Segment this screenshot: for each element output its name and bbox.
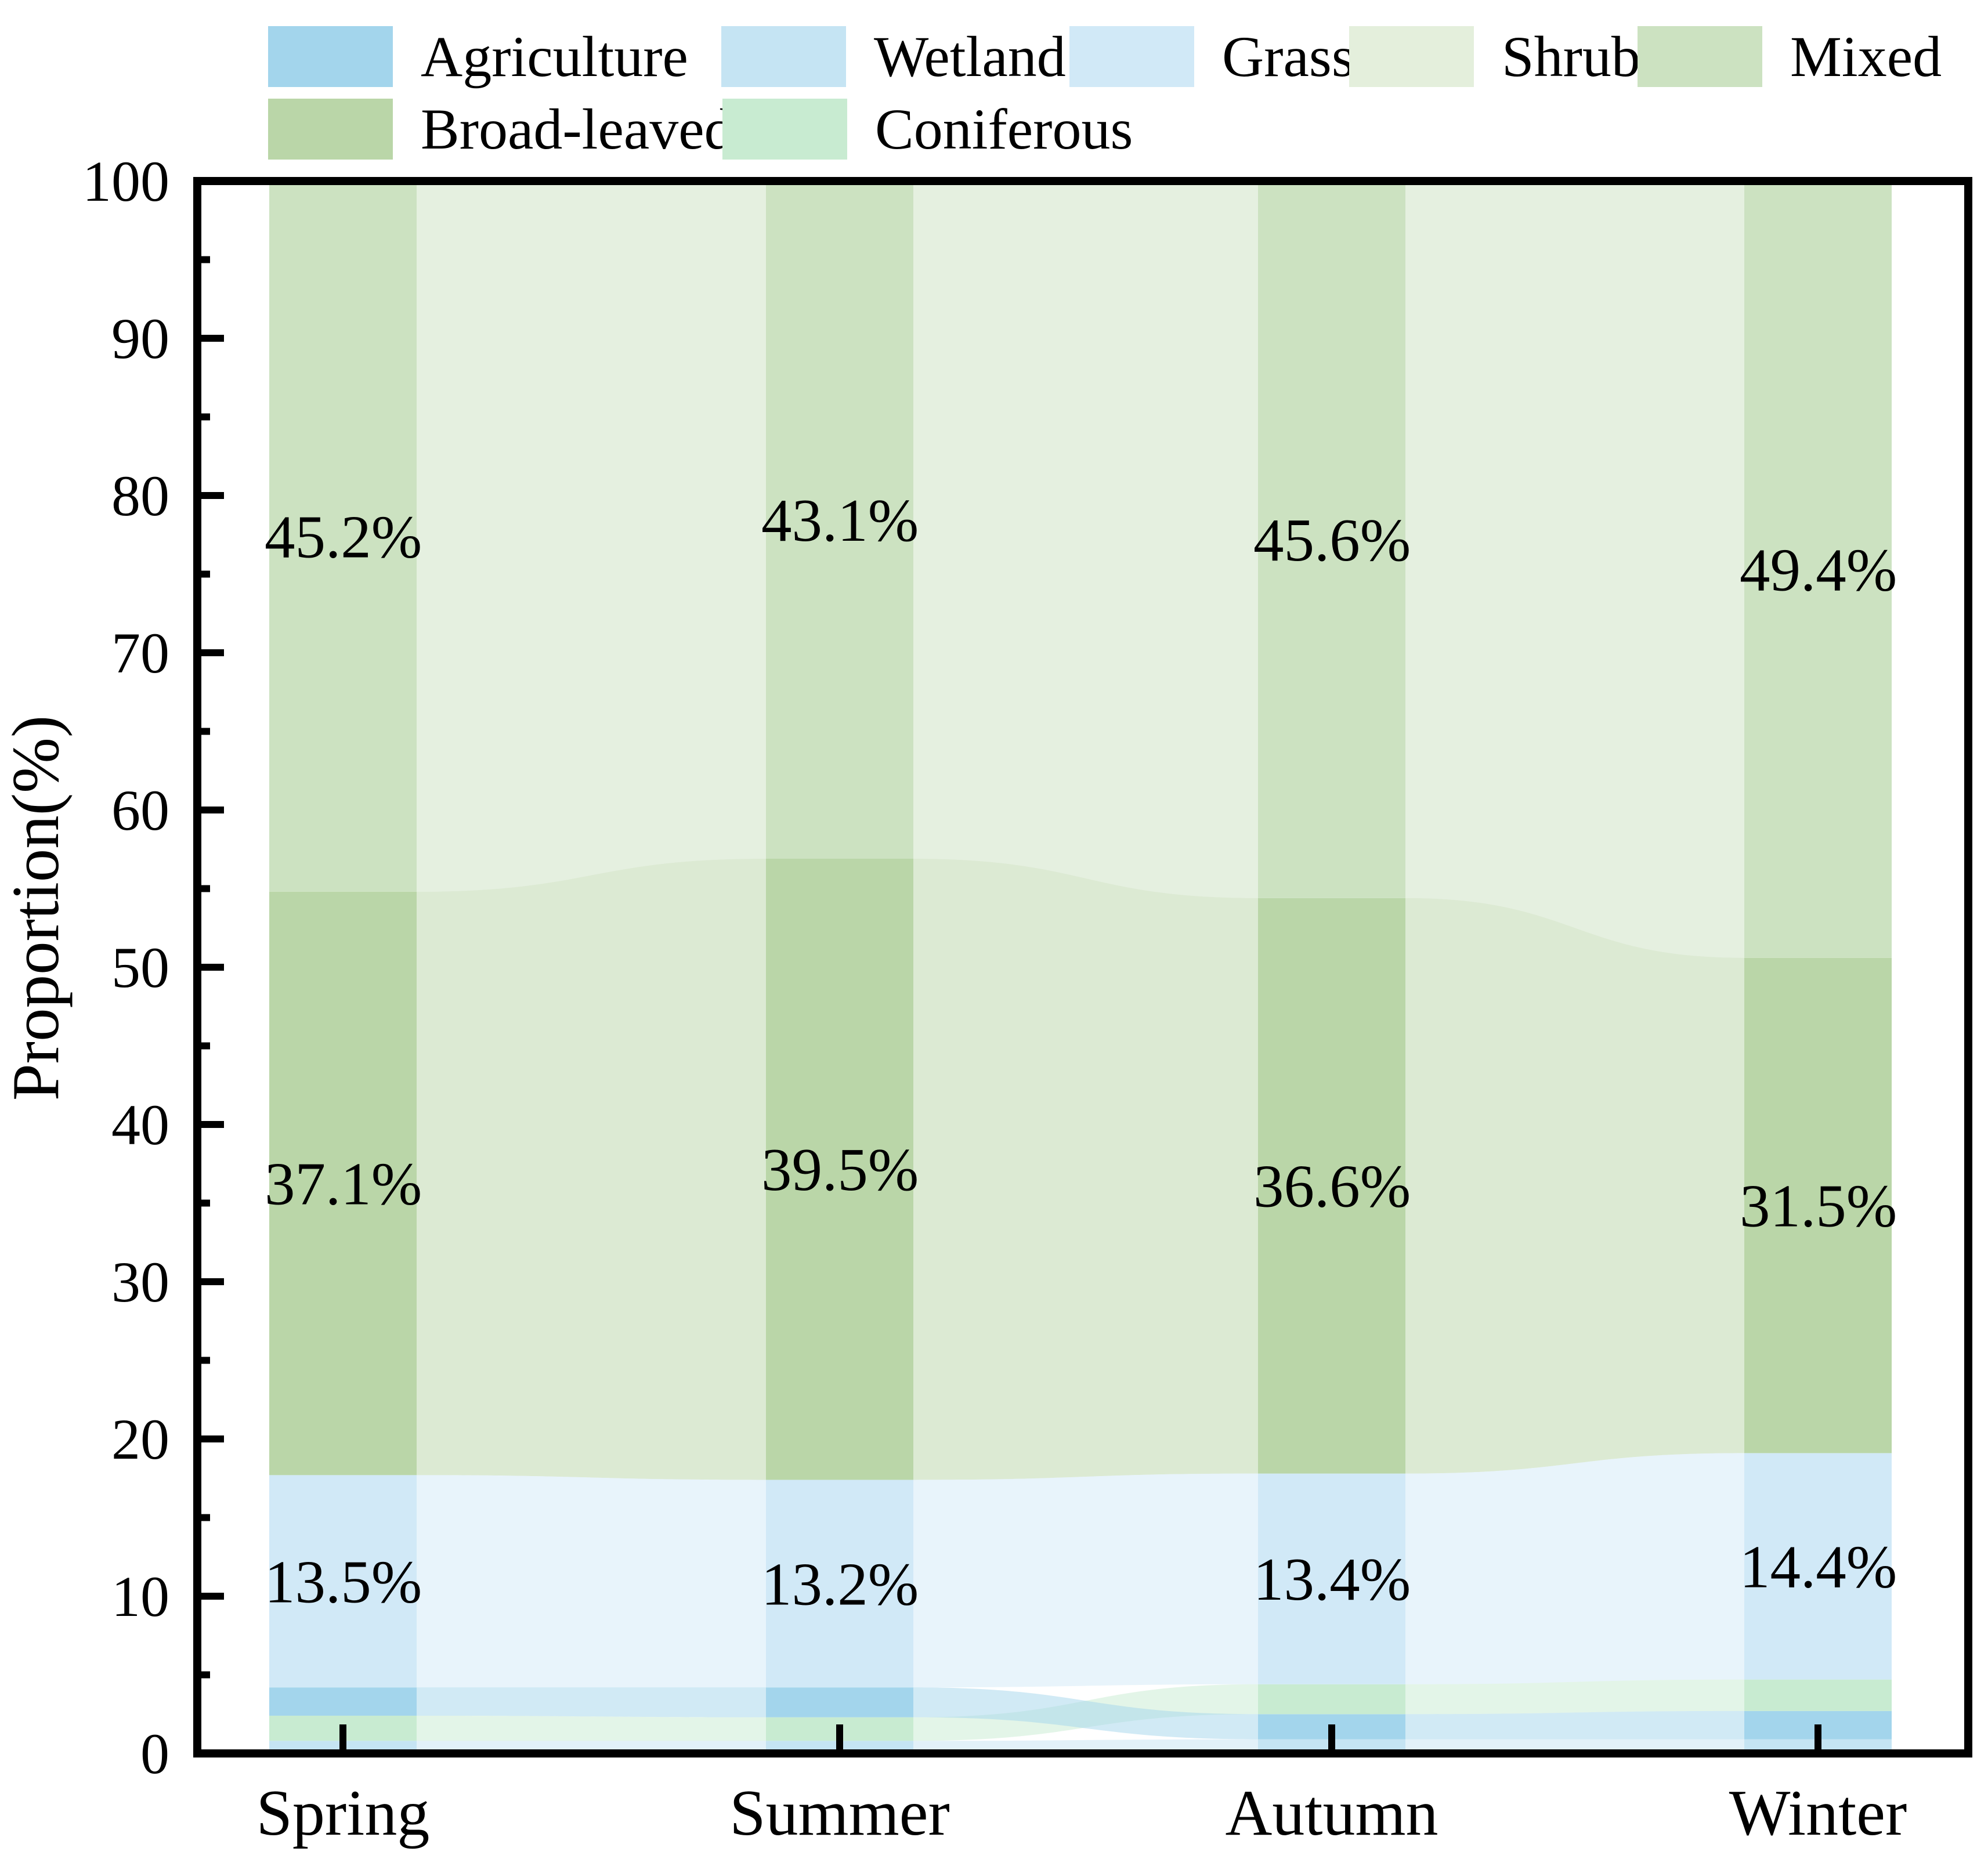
segment-value-label: 45.6% [1253, 506, 1411, 574]
segment-value-label: 39.5% [761, 1135, 919, 1203]
legend-label-shrub: Shrub [1502, 24, 1640, 89]
bar-segment-mixed [1744, 181, 1892, 958]
y-tick-label: 40 [111, 1093, 169, 1157]
y-tick-label: 70 [111, 621, 169, 685]
broad-leaved-swatch-icon [268, 99, 393, 160]
legend-item-mixed: Mixed [1638, 26, 1942, 87]
bar-segment-agriculture [766, 1687, 913, 1717]
legend-label-agriculture: Agriculture [421, 24, 688, 89]
flow-band-coniferous [1405, 1679, 1744, 1715]
x-tick-label: Spring [256, 1777, 430, 1849]
legend-label-mixed: Mixed [1790, 24, 1942, 89]
y-axis-title: Proportion(%) [0, 715, 73, 1101]
flow-band-grass [1405, 1453, 1744, 1684]
flow-band-mixed [417, 181, 766, 892]
bar-segment-broad-leaved [1744, 957, 1892, 1453]
bar-segment-mixed [269, 181, 417, 892]
x-tick-label: Autumn [1225, 1777, 1438, 1849]
flow-band-agriculture [1405, 1710, 1744, 1740]
mixed-swatch-icon [1638, 26, 1762, 87]
bar-segment-coniferous [1258, 1684, 1405, 1715]
legend-label-coniferous: Coniferous [875, 97, 1133, 161]
x-tick-label: Summer [729, 1777, 950, 1849]
segment-value-label: 31.5% [1740, 1172, 1897, 1240]
segment-value-label: 14.4% [1740, 1533, 1897, 1601]
legend-item-grass: Grass [1069, 26, 1354, 87]
segment-value-label: 13.2% [761, 1550, 919, 1618]
segment-value-label: 45.2% [265, 502, 422, 570]
flow-band-coniferous [417, 1715, 766, 1741]
shrub-swatch-icon [1349, 26, 1474, 87]
bar-segment-grass [1744, 1453, 1892, 1680]
segment-value-label: 37.1% [265, 1150, 422, 1218]
segment-value-label: 13.5% [265, 1547, 422, 1615]
bar-segment-mixed [1258, 181, 1405, 898]
flow-band-mixed [913, 181, 1258, 898]
y-tick-label: 80 [111, 464, 169, 528]
legend-item-coniferous: Coniferous [722, 99, 1133, 160]
bar-segment-broad-leaved [766, 859, 913, 1480]
flow-band-grass [417, 1475, 766, 1688]
y-tick-label: 10 [111, 1564, 169, 1629]
y-tick-label: 30 [111, 1250, 169, 1314]
y-tick-label: 20 [111, 1407, 169, 1471]
bar-segment-broad-leaved [269, 891, 417, 1476]
segment-value-label: 43.1% [761, 486, 919, 554]
legend-label-grass: Grass [1222, 24, 1354, 89]
bar-segment-mixed [766, 181, 913, 859]
bar-segment-grass [269, 1475, 417, 1688]
flow-band-agriculture [913, 1687, 1258, 1740]
segment-value-label: 49.4% [1740, 536, 1897, 603]
y-tick-label: 60 [111, 778, 169, 842]
bar-segment-coniferous [1744, 1679, 1892, 1711]
flow-band-agriculture [417, 1687, 766, 1717]
y-tick-label: 50 [111, 935, 169, 1000]
legend-label-wetland: Wetland [874, 24, 1066, 89]
coniferous-swatch-icon [722, 99, 847, 160]
legend-item-agriculture: Agriculture [268, 26, 688, 87]
legend-label-broad-leaved: Broad-leaved [421, 97, 733, 161]
grass-swatch-icon [1069, 26, 1194, 87]
y-tick-label: 100 [82, 149, 169, 214]
x-tick-label: Winter [1729, 1777, 1907, 1849]
wetland-swatch-icon [721, 26, 846, 87]
segment-value-label: 36.6% [1253, 1152, 1411, 1220]
bar-segment-grass [766, 1480, 913, 1688]
flow-band-grass [913, 1473, 1258, 1688]
y-tick-label: 90 [111, 306, 169, 371]
bar-segment-grass [1258, 1473, 1405, 1684]
bar-segment-agriculture [269, 1687, 417, 1716]
segment-value-label: 13.4% [1253, 1545, 1411, 1613]
legend-item-broad-leaved: Broad-leaved [268, 99, 733, 160]
bar-segment-broad-leaved [1258, 898, 1405, 1474]
flow-band-mixed [1405, 181, 1744, 958]
y-tick-label: 0 [140, 1722, 169, 1786]
flow-band-broad-leaved [1405, 898, 1744, 1474]
flow-band-broad-leaved [913, 859, 1258, 1480]
legend-item-wetland: Wetland [721, 26, 1066, 87]
legend-item-shrub: Shrub [1349, 26, 1640, 87]
agriculture-swatch-icon [268, 26, 393, 87]
flow-band-broad-leaved [417, 859, 766, 1480]
